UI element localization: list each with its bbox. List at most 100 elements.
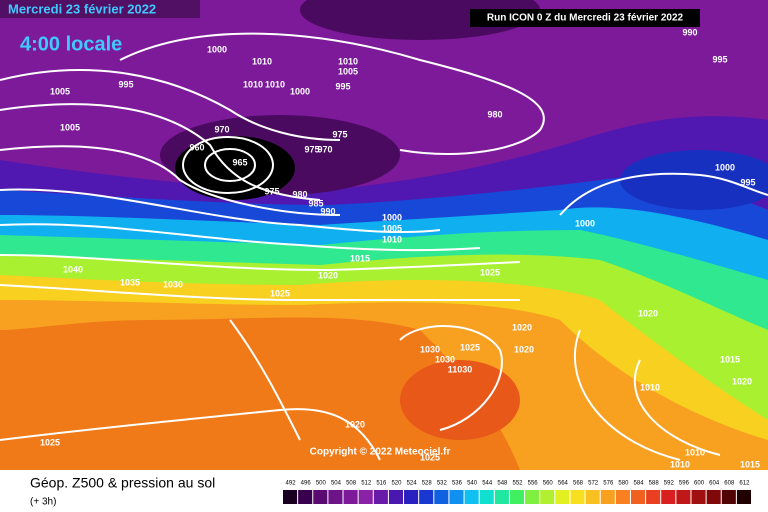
scale-label: 604 [709, 481, 720, 487]
isobar-label: 1020 [638, 308, 658, 318]
scale-label: 500 [316, 481, 327, 487]
isobar-label: 1000 [207, 44, 227, 54]
scale-swatch [328, 490, 343, 504]
scale-label: 612 [739, 481, 750, 487]
scale-swatch [388, 490, 404, 504]
scale-label: 580 [618, 481, 629, 487]
isobar-label: 1010 [670, 459, 690, 469]
footer-step: (+ 3h) [30, 497, 56, 508]
scale-label: 520 [391, 481, 402, 487]
date: Mercredi 23 février 2022 [8, 1, 156, 16]
scale-label: 584 [634, 481, 645, 487]
scale-swatch [434, 490, 449, 504]
scale-swatch [404, 490, 419, 504]
scale-swatch [585, 490, 600, 504]
scale-swatch [676, 490, 691, 504]
isobar-label: 1005 [60, 122, 80, 132]
scale-swatch [555, 490, 570, 504]
scale-swatch [298, 490, 313, 504]
scale-label: 512 [361, 481, 372, 487]
scale-swatch [540, 490, 555, 504]
scale-swatch [283, 490, 298, 504]
isobar-label: 1030 [163, 279, 183, 289]
isobar-label: 1015 [740, 459, 760, 469]
isobar-label: 1040 [63, 264, 83, 274]
isobar-label: 1035 [120, 277, 140, 287]
isobar-label: 975 [332, 129, 347, 139]
scale-swatch [646, 490, 661, 504]
scale-label: 548 [497, 481, 508, 487]
isobar-label: 1020 [512, 322, 532, 332]
isobar-label: 1010 [685, 447, 705, 457]
scale-label: 564 [558, 481, 569, 487]
scale-label: 516 [376, 481, 387, 487]
scale-swatch [313, 490, 328, 504]
isobar-label: 965 [232, 157, 247, 167]
footer-title: Géop. Z500 & pression au sol [30, 475, 215, 491]
isobar-label: 1015 [720, 354, 740, 364]
scale-label: 552 [512, 481, 523, 487]
isobar-label: 1025 [460, 342, 480, 352]
isobar-label: 1025 [270, 288, 290, 298]
isobar-label: 1005 [382, 223, 402, 233]
color-scale: 492 496 500 504 508 512 516 520 524 528 532 536 540 5… [283, 481, 751, 504]
scale-label: 536 [452, 481, 463, 487]
scale-label: 600 [694, 481, 705, 487]
scale-label: 560 [543, 481, 554, 487]
copyright: Copyright © 2022 Meteociel.fr [310, 447, 451, 458]
scale-swatch [343, 490, 358, 504]
isobar-label: 1030 [435, 354, 455, 364]
scale-swatch [615, 490, 630, 504]
scale-swatch [479, 490, 494, 504]
scale-label: 592 [664, 481, 675, 487]
scale-swatch [706, 490, 721, 504]
scale-label: 544 [482, 481, 493, 487]
isobar-label: 970 [214, 124, 229, 134]
isobar-label: 975 [264, 186, 279, 196]
scale-label: 576 [603, 481, 614, 487]
isobar-label: 1020 [345, 419, 365, 429]
isobar-label: 960 [189, 142, 204, 152]
isobar-label: 1000 [382, 212, 402, 222]
scale-label: 504 [331, 481, 342, 487]
isobar-label: 1000 [575, 218, 595, 228]
run-info: Run ICON 0 Z du Mercredi 23 février 2022 [487, 13, 684, 24]
scale-swatch [494, 490, 509, 504]
scale-swatch [721, 490, 736, 504]
scale-swatch [358, 490, 373, 504]
scale-label: 496 [301, 481, 312, 487]
isobar-label: 1010 [640, 382, 660, 392]
scale-swatch [630, 490, 646, 504]
scale-label: 588 [649, 481, 660, 487]
scale-label: 572 [588, 481, 599, 487]
isobar-label: 1025 [420, 452, 440, 462]
isobar-label: 1015 [350, 253, 370, 263]
scale-label: 540 [467, 481, 478, 487]
scale-label: 528 [422, 481, 433, 487]
isobar-label: 1020 [732, 376, 752, 386]
isobar-label: 975 [304, 144, 319, 154]
scale-swatch [509, 490, 525, 504]
isobar-label: 970 [317, 144, 332, 154]
isobar-label: 1010 [243, 79, 263, 89]
isobar-label: 995 [118, 79, 133, 89]
isobar-label: 1010 [382, 234, 402, 244]
scale-swatch [691, 490, 706, 504]
scale-label: 568 [573, 481, 584, 487]
isobar-label: 1010 [252, 56, 272, 66]
isobar-label: 1020 [514, 344, 534, 354]
isobar-label: 1025 [480, 267, 500, 277]
isobar-label: 11030 [448, 364, 473, 374]
time: 4:00 locale [20, 33, 122, 55]
scale-label: 532 [437, 481, 448, 487]
isobar-label: 995 [335, 81, 350, 91]
scale-swatch [661, 490, 676, 504]
scale-label: 556 [528, 481, 539, 487]
scale-label: 508 [346, 481, 357, 487]
scale-swatch [525, 490, 540, 504]
scale-swatch [419, 490, 434, 504]
isobar-label: 1010 [265, 79, 285, 89]
